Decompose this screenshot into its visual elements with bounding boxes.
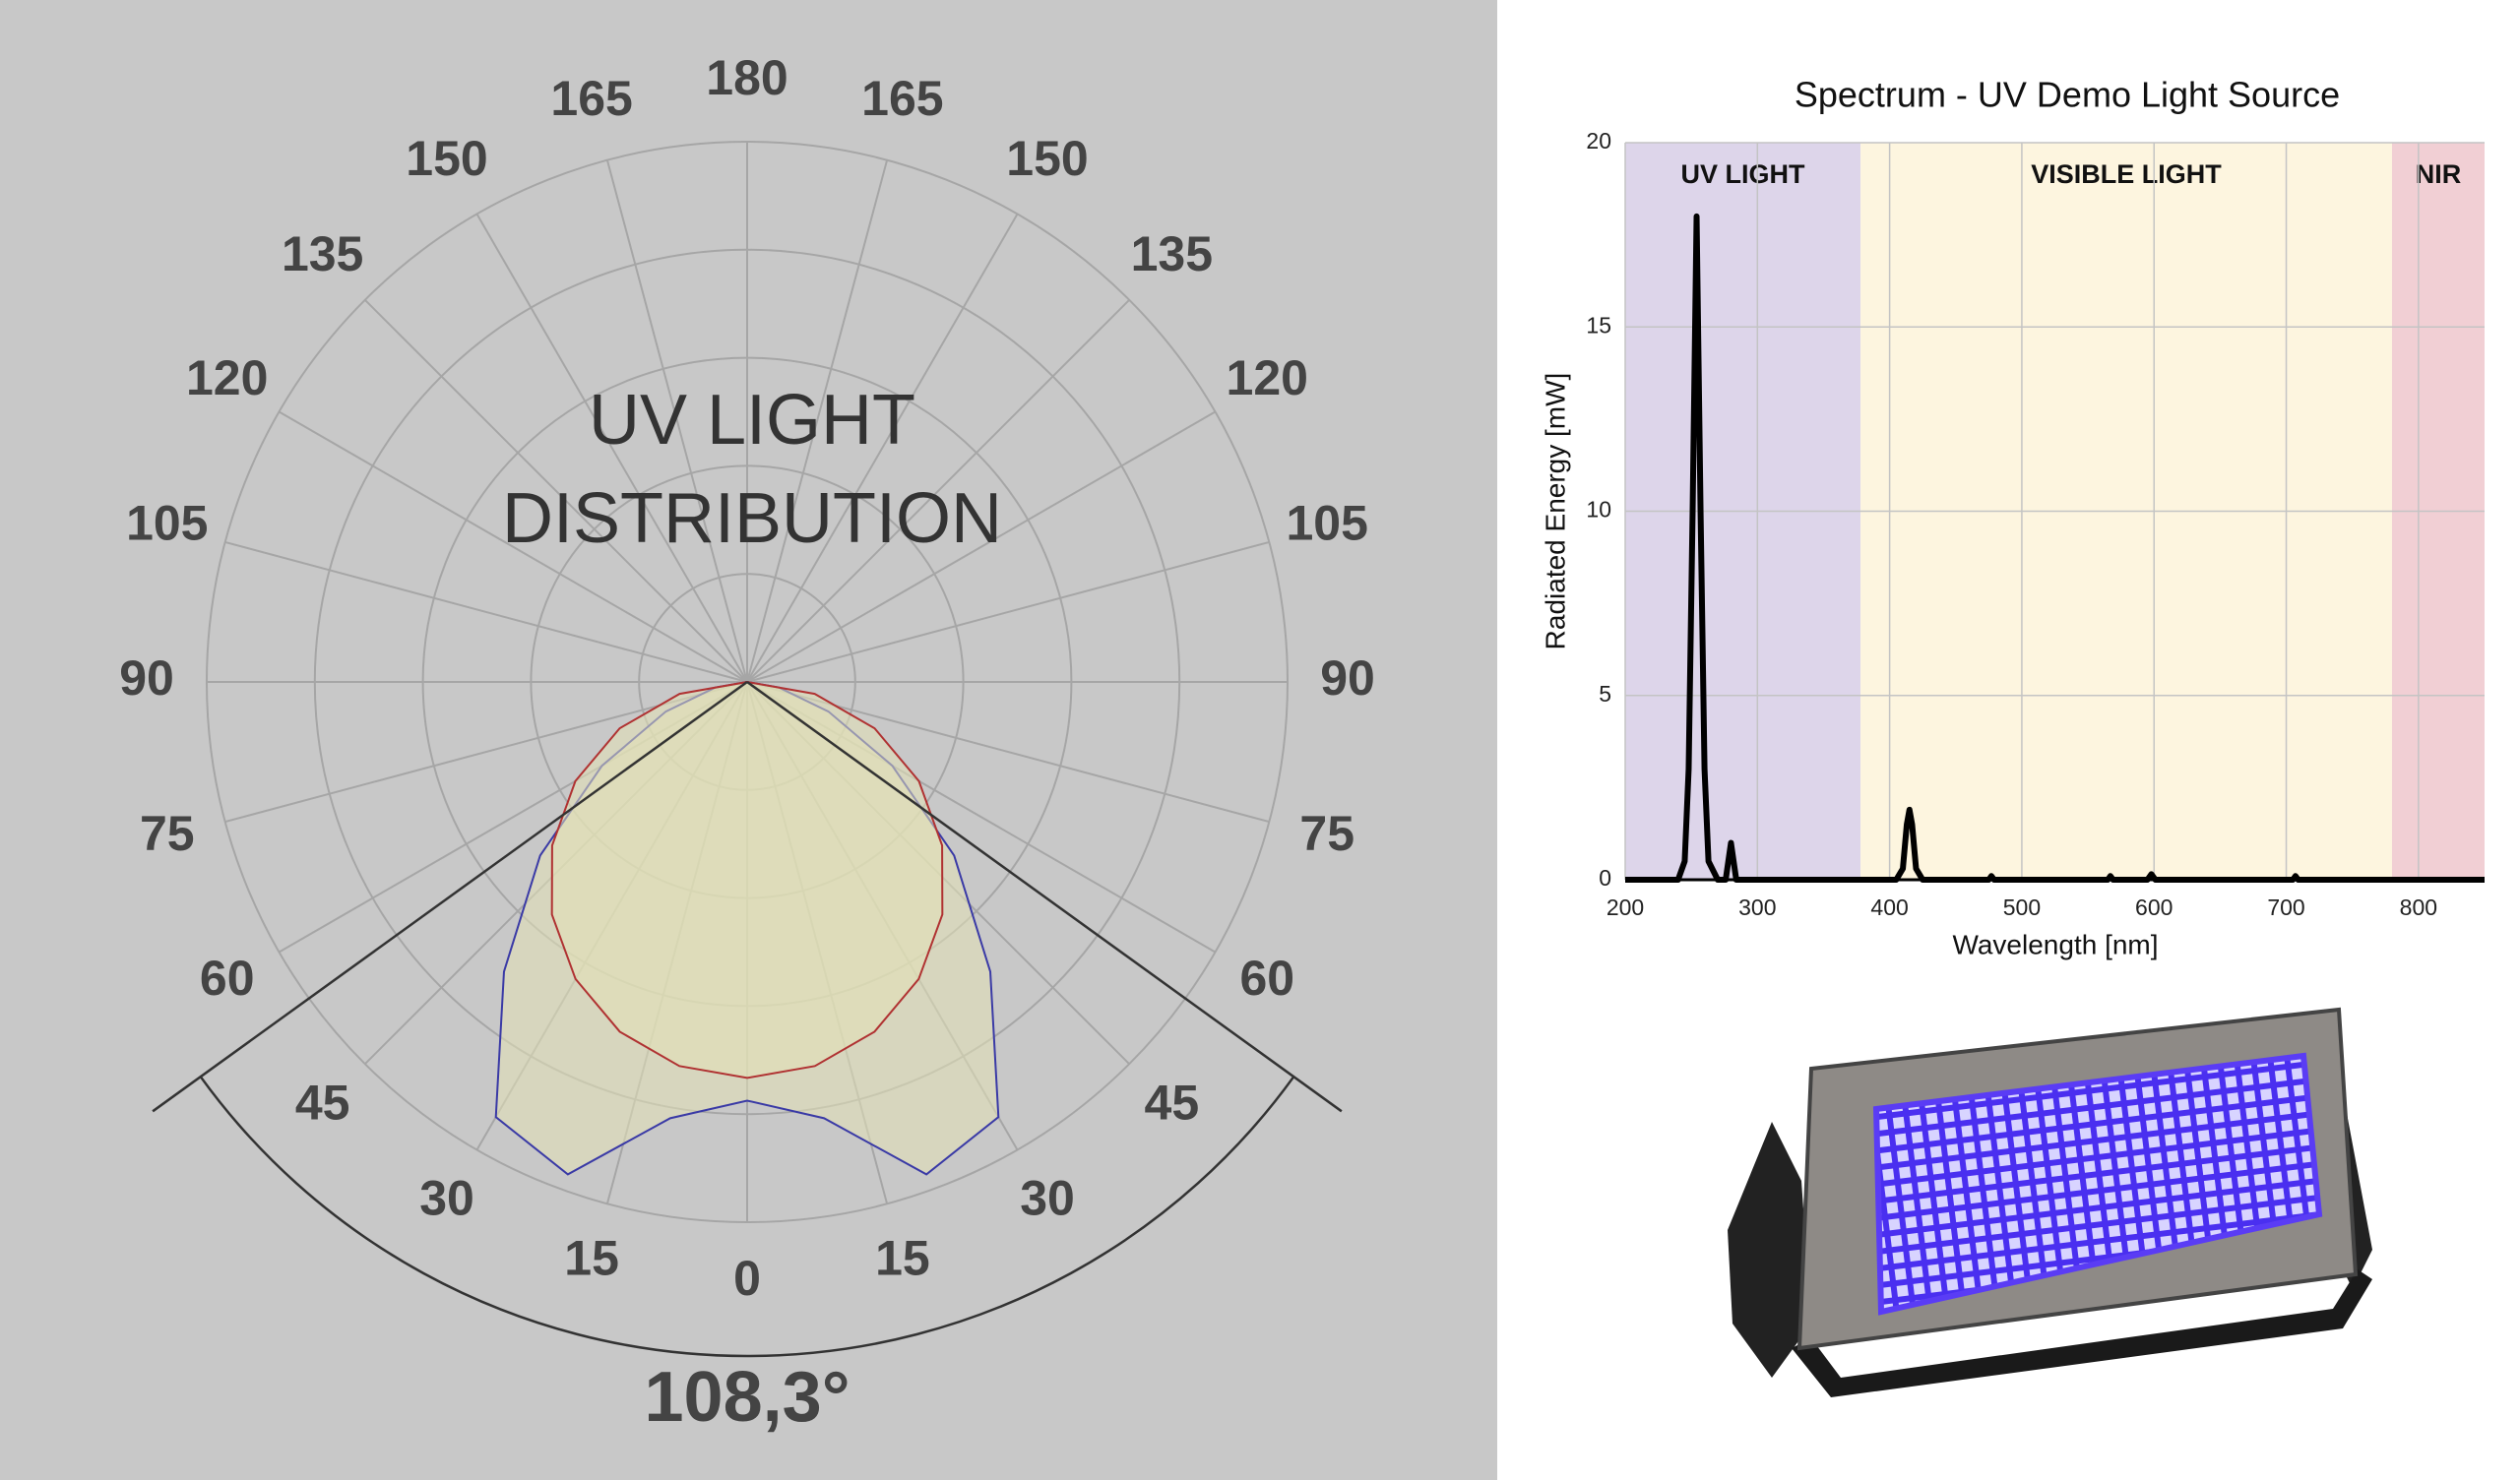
region-label: VISIBLE LIGHT: [2031, 159, 2222, 189]
region-label: NIR: [2416, 159, 2462, 189]
spoke: [279, 410, 748, 683]
theta-tick-label: 135: [1131, 226, 1213, 281]
y-tick-label: 10: [1586, 497, 1611, 523]
theta-tick-label: 150: [1006, 131, 1088, 186]
chart-title: Spectrum - UV Demo Light Source: [1795, 75, 2340, 115]
spoke: [364, 299, 748, 683]
x-tick-label: 700: [2267, 894, 2304, 920]
theta-tick-label: 120: [1227, 350, 1308, 405]
y-tick-label: 15: [1586, 312, 1611, 338]
spoke: [746, 410, 1216, 683]
spoke: [224, 540, 748, 683]
theta-tick-label: 45: [295, 1076, 350, 1131]
theta-tick-label: 105: [1286, 495, 1367, 550]
spoke: [475, 214, 748, 683]
x-tick-label: 200: [1606, 894, 1644, 920]
theta-tick-label: 15: [564, 1230, 619, 1285]
beam-line: [152, 680, 748, 1113]
theta-tick-label: 90: [1320, 650, 1375, 706]
theta-tick-label: 180: [706, 50, 788, 105]
bracket-left: [1728, 1122, 1811, 1378]
theta-tick-label: 15: [875, 1230, 930, 1285]
theta-tick-label: 135: [282, 226, 363, 281]
beam-angle-label: 108,3°: [645, 1358, 850, 1437]
theta-tick-label: 60: [1239, 951, 1294, 1006]
beam-arc: [199, 1076, 1295, 1358]
theta-tick-label: 150: [406, 131, 487, 186]
theta-tick-label: 45: [1145, 1076, 1200, 1131]
chart-title: UV LIGHT: [589, 381, 915, 460]
product-photo: [1728, 1007, 2372, 1397]
spoke: [746, 214, 1019, 683]
spoke: [746, 299, 1130, 683]
y-tick-label: 5: [1599, 681, 1611, 707]
theta-tick-label: 30: [419, 1170, 474, 1225]
y-tick-label: 0: [1599, 865, 1611, 891]
theta-tick-label: 105: [126, 495, 208, 550]
spectrum-line: [1625, 213, 2485, 883]
theta-tick-label: 90: [119, 650, 174, 706]
x-tick-label: 600: [2135, 894, 2173, 920]
theta-tick-label: 165: [550, 71, 632, 126]
region-label: UV LIGHT: [1681, 159, 1806, 189]
theta-tick-label: 30: [1020, 1170, 1075, 1225]
x-tick-label: 300: [1738, 894, 1776, 920]
spoke: [746, 540, 1270, 683]
chart-title: DISTRIBUTION: [502, 479, 1002, 558]
intensity-curve: [550, 680, 944, 1079]
theta-tick-label: 120: [186, 350, 268, 405]
spoke: [605, 159, 748, 683]
theta-tick-label: 75: [140, 806, 195, 861]
x-tick-label: 500: [2003, 894, 2041, 920]
spoke: [746, 159, 889, 683]
x-tick-label: 400: [1870, 894, 1908, 920]
x-axis-label: Wavelength [nm]: [1952, 929, 2158, 959]
theta-tick-label: 165: [861, 71, 943, 126]
theta-tick-label: 0: [733, 1251, 761, 1306]
beam-line: [746, 680, 1343, 1113]
theta-tick-label: 60: [200, 951, 255, 1006]
y-tick-label: 20: [1586, 128, 1611, 154]
stand: [1792, 1269, 2372, 1397]
led-panel: [1872, 1052, 2323, 1316]
x-tick-label: 800: [2400, 894, 2437, 920]
y-axis-label: Radiated Energy [mW]: [1540, 373, 1570, 650]
theta-tick-label: 75: [1299, 806, 1354, 861]
